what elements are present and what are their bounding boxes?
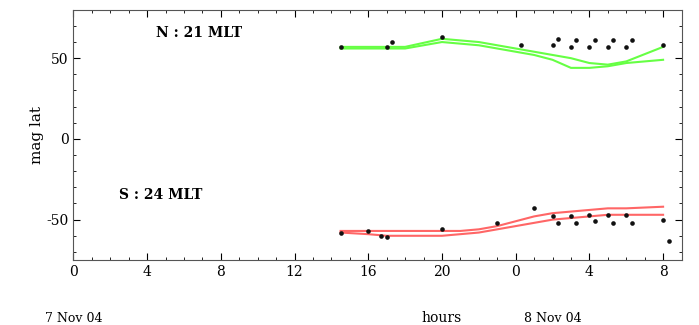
Text: 8 Nov 04: 8 Nov 04 xyxy=(524,312,582,325)
Point xyxy=(658,43,669,48)
Point xyxy=(491,220,503,226)
Point xyxy=(571,220,582,226)
Point xyxy=(626,220,637,226)
Text: 7 Nov 04: 7 Nov 04 xyxy=(45,312,102,325)
Point xyxy=(603,44,614,49)
Point xyxy=(381,235,392,240)
Point xyxy=(589,38,600,43)
Point xyxy=(565,214,577,219)
Point xyxy=(547,43,558,48)
Point xyxy=(607,38,619,43)
Point xyxy=(436,34,447,40)
Text: hours: hours xyxy=(421,311,462,325)
Point xyxy=(565,44,577,49)
Point xyxy=(584,44,595,49)
Point xyxy=(663,238,675,243)
Text: S : 24 MLT: S : 24 MLT xyxy=(120,188,203,202)
Point xyxy=(516,43,527,48)
Point xyxy=(552,36,563,41)
Point xyxy=(607,220,619,226)
Point xyxy=(375,233,387,238)
Point xyxy=(621,212,632,217)
Point xyxy=(552,220,563,226)
Point xyxy=(436,227,447,232)
Point xyxy=(584,212,595,217)
Text: N : 21 MLT: N : 21 MLT xyxy=(157,26,243,40)
Point xyxy=(387,39,398,45)
Point xyxy=(363,228,374,234)
Point xyxy=(571,38,582,43)
Point xyxy=(589,219,600,224)
Point xyxy=(335,44,346,49)
Point xyxy=(335,230,346,235)
Y-axis label: mag lat: mag lat xyxy=(29,106,43,164)
Point xyxy=(547,214,558,219)
Point xyxy=(381,44,392,49)
Point xyxy=(528,206,540,211)
Point xyxy=(603,212,614,217)
Point xyxy=(626,38,637,43)
Point xyxy=(621,44,632,49)
Point xyxy=(658,217,669,222)
